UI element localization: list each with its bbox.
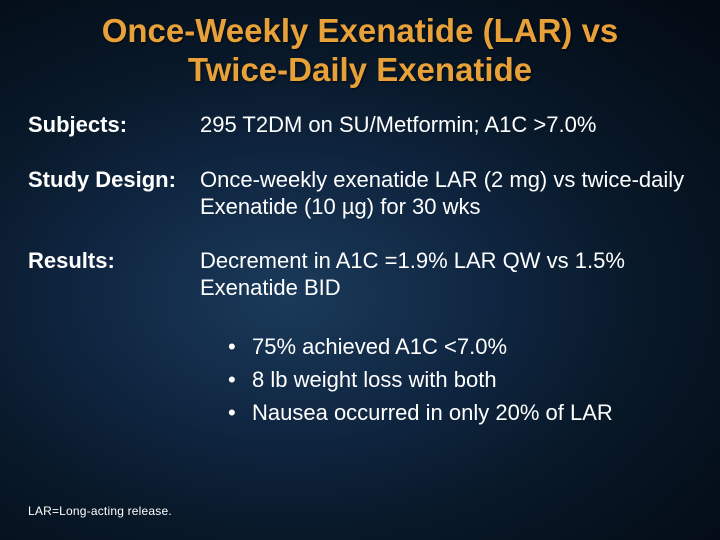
label-study-design: Study Design:	[28, 167, 200, 221]
slide-title: Once-Weekly Exenatide (LAR) vs Twice-Dai…	[28, 12, 692, 90]
results-bullets: • 75% achieved A1C <7.0% • 8 lb weight l…	[228, 330, 692, 429]
bullet-text: Nausea occurred in only 20% of LAR	[252, 396, 613, 429]
value-subjects: 295 T2DM on SU/Metformin; A1C >7.0%	[200, 112, 692, 139]
row-subjects: Subjects: 295 T2DM on SU/Metformin; A1C …	[28, 112, 692, 139]
label-results: Results:	[28, 248, 200, 302]
bullet-item: • 8 lb weight loss with both	[228, 363, 692, 396]
value-results: Decrement in A1C =1.9% LAR QW vs 1.5% Ex…	[200, 248, 692, 302]
slide: Once-Weekly Exenatide (LAR) vs Twice-Dai…	[0, 0, 720, 540]
value-study-design: Once-weekly exenatide LAR (2 mg) vs twic…	[200, 167, 692, 221]
footnote: LAR=Long-acting release.	[28, 504, 172, 518]
label-subjects: Subjects:	[28, 112, 200, 139]
bullet-dot-icon: •	[228, 330, 252, 363]
bullet-dot-icon: •	[228, 363, 252, 396]
row-study-design: Study Design: Once-weekly exenatide LAR …	[28, 167, 692, 221]
bullet-item: • Nausea occurred in only 20% of LAR	[228, 396, 692, 429]
row-results: Results: Decrement in A1C =1.9% LAR QW v…	[28, 248, 692, 302]
bullet-text: 8 lb weight loss with both	[252, 363, 497, 396]
bullet-item: • 75% achieved A1C <7.0%	[228, 330, 692, 363]
title-line-1: Once-Weekly Exenatide (LAR) vs	[102, 12, 619, 49]
bullet-text: 75% achieved A1C <7.0%	[252, 330, 507, 363]
title-line-2: Twice-Daily Exenatide	[188, 51, 532, 88]
bullet-dot-icon: •	[228, 396, 252, 429]
